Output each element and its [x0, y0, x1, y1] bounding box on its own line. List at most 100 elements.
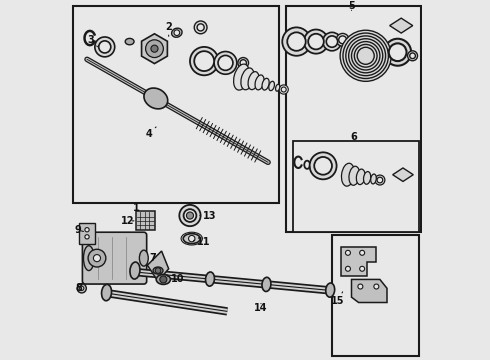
Polygon shape — [390, 18, 413, 33]
Ellipse shape — [275, 84, 280, 91]
Circle shape — [160, 276, 167, 283]
Ellipse shape — [248, 72, 259, 90]
Circle shape — [375, 175, 385, 185]
Polygon shape — [142, 34, 168, 64]
Text: 12: 12 — [121, 216, 135, 226]
Circle shape — [197, 24, 204, 31]
Ellipse shape — [205, 272, 215, 286]
Circle shape — [326, 36, 338, 47]
Circle shape — [360, 250, 365, 255]
Bar — [293, 141, 419, 231]
Circle shape — [410, 53, 416, 59]
Circle shape — [358, 284, 363, 289]
Circle shape — [345, 250, 350, 255]
Ellipse shape — [255, 75, 264, 90]
Ellipse shape — [130, 262, 140, 279]
Circle shape — [99, 41, 111, 53]
Text: 1: 1 — [133, 203, 140, 213]
Circle shape — [85, 228, 89, 232]
Text: 3: 3 — [87, 35, 98, 47]
Ellipse shape — [349, 166, 360, 185]
Circle shape — [360, 266, 365, 271]
Ellipse shape — [83, 246, 94, 271]
Bar — [136, 211, 155, 230]
Circle shape — [308, 34, 324, 49]
Circle shape — [336, 33, 349, 46]
FancyBboxPatch shape — [82, 232, 147, 284]
Ellipse shape — [156, 274, 171, 284]
Ellipse shape — [172, 28, 182, 37]
Text: 13: 13 — [200, 211, 216, 221]
Ellipse shape — [262, 78, 269, 90]
Text: 9: 9 — [74, 225, 83, 235]
Ellipse shape — [269, 81, 274, 91]
Circle shape — [184, 209, 196, 222]
Bar — [332, 235, 419, 356]
Bar — [79, 222, 95, 244]
Ellipse shape — [139, 250, 148, 266]
Text: 14: 14 — [254, 303, 268, 313]
Circle shape — [384, 39, 411, 66]
Circle shape — [238, 58, 248, 68]
Circle shape — [186, 212, 194, 219]
Ellipse shape — [144, 88, 168, 109]
Ellipse shape — [234, 64, 249, 90]
Circle shape — [279, 85, 288, 94]
Circle shape — [194, 51, 214, 71]
Circle shape — [310, 152, 337, 179]
Circle shape — [179, 205, 200, 226]
Ellipse shape — [364, 172, 371, 184]
Circle shape — [85, 235, 89, 239]
Text: 2: 2 — [165, 22, 172, 36]
Polygon shape — [341, 247, 376, 276]
Ellipse shape — [101, 284, 112, 301]
Ellipse shape — [342, 163, 354, 186]
Circle shape — [189, 235, 195, 242]
Circle shape — [345, 266, 350, 271]
Circle shape — [194, 21, 207, 34]
Circle shape — [314, 157, 332, 175]
Circle shape — [323, 32, 341, 51]
Bar — [286, 6, 421, 231]
Circle shape — [77, 284, 86, 293]
Polygon shape — [351, 279, 387, 302]
Circle shape — [340, 30, 391, 81]
Circle shape — [214, 51, 237, 74]
Circle shape — [94, 255, 100, 262]
Ellipse shape — [262, 277, 271, 292]
Ellipse shape — [241, 68, 254, 90]
Text: 5: 5 — [348, 1, 355, 11]
Text: 10: 10 — [168, 274, 184, 284]
Text: 8: 8 — [76, 283, 83, 293]
Circle shape — [155, 268, 161, 273]
Circle shape — [151, 45, 158, 52]
Circle shape — [374, 284, 379, 289]
Circle shape — [88, 249, 106, 267]
Ellipse shape — [356, 169, 365, 185]
Bar — [73, 6, 279, 203]
Polygon shape — [392, 168, 413, 181]
Polygon shape — [147, 251, 169, 281]
Circle shape — [339, 36, 346, 44]
Circle shape — [174, 30, 180, 36]
Circle shape — [146, 40, 163, 58]
Circle shape — [287, 32, 306, 51]
Ellipse shape — [371, 174, 376, 184]
Text: 6: 6 — [350, 132, 357, 143]
Ellipse shape — [326, 283, 335, 297]
Circle shape — [218, 55, 233, 70]
Text: 15: 15 — [331, 292, 345, 306]
Circle shape — [240, 60, 246, 66]
Ellipse shape — [125, 39, 134, 45]
Circle shape — [281, 87, 286, 92]
Circle shape — [408, 51, 417, 61]
Text: 4: 4 — [146, 127, 156, 139]
Circle shape — [79, 286, 84, 291]
Circle shape — [304, 30, 328, 54]
Text: 7: 7 — [149, 253, 156, 263]
Circle shape — [377, 177, 383, 183]
Circle shape — [190, 47, 219, 75]
Circle shape — [282, 27, 311, 56]
Ellipse shape — [183, 234, 200, 244]
Ellipse shape — [153, 267, 163, 274]
